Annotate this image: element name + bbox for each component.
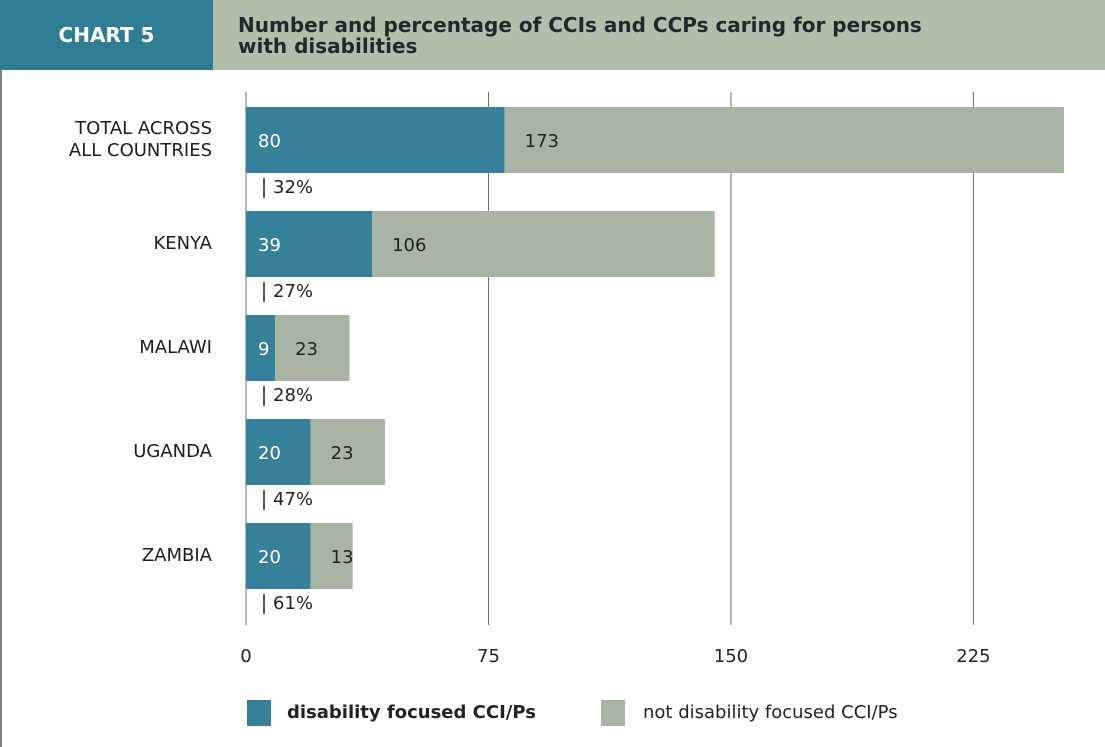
category-label: ZAMBIA	[142, 545, 213, 566]
value-label: 9	[258, 339, 269, 360]
x-tick-label: 225	[956, 646, 990, 667]
percent-label: 47%	[273, 489, 313, 510]
value-label: 23	[331, 443, 354, 464]
bar-segment	[246, 315, 276, 381]
bar-segment	[310, 523, 353, 589]
value-label: 20	[258, 547, 281, 568]
legend-label: disability focused CCI/Ps	[287, 702, 536, 723]
category-label: TOTAL ACROSS ALL COUNTRIES	[69, 118, 212, 161]
percent-label: 32%	[273, 177, 313, 198]
x-tick-label: 75	[477, 646, 500, 667]
value-label: 20	[258, 443, 281, 464]
legend-swatch	[601, 700, 625, 726]
chart-title-box: Number and percentage of CCIs and CCPs c…	[213, 0, 1105, 70]
bar-segment	[246, 211, 373, 277]
value-label: 23	[295, 339, 318, 360]
percent-label: 28%	[273, 385, 313, 406]
bar-segment	[246, 523, 311, 589]
category-label: UGANDA	[133, 441, 212, 462]
chart-title: Number and percentage of CCIs and CCPs c…	[238, 13, 922, 58]
category-label: MALAWI	[139, 337, 212, 358]
bar-segment	[246, 419, 311, 485]
value-label: 80	[258, 131, 281, 152]
x-tick-label: 150	[714, 646, 748, 667]
chart-label: CHART 5	[0, 0, 213, 70]
x-tick-label: 0	[240, 646, 251, 667]
legend-label: not disability focused CCI/Ps	[643, 702, 898, 723]
value-label: 106	[392, 235, 426, 256]
bar-segment	[310, 419, 386, 485]
percent-label: 27%	[273, 281, 313, 302]
bar-segment	[246, 107, 505, 173]
bar-segment	[372, 211, 715, 277]
bar-segment	[504, 107, 1064, 173]
value-label: 173	[525, 131, 559, 152]
value-label: 13	[331, 547, 354, 568]
bar-segment	[275, 315, 350, 381]
legend-swatch	[247, 700, 271, 726]
value-label: 39	[258, 235, 281, 256]
category-label: KENYA	[153, 233, 212, 254]
percent-label: 61%	[273, 593, 313, 614]
